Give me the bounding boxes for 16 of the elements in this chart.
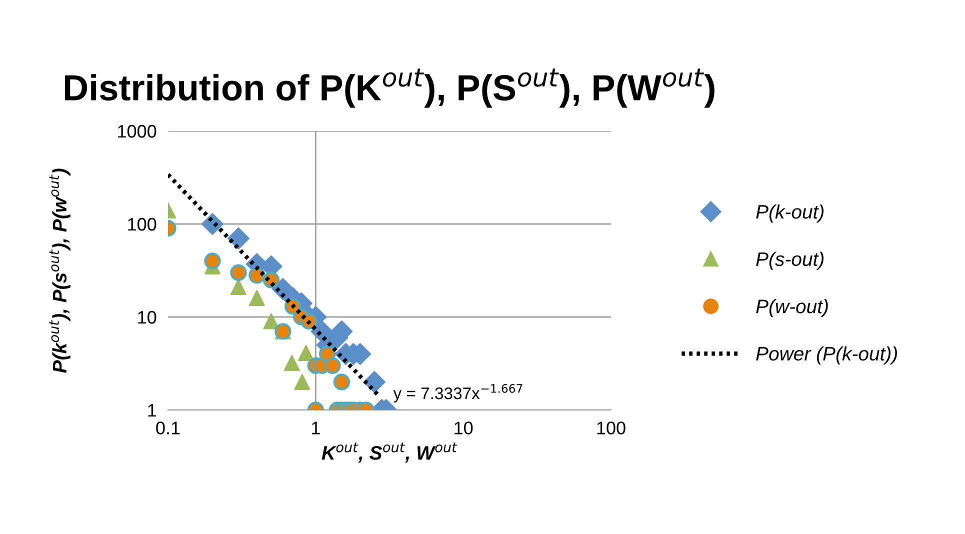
y-tick-label: 1000 — [118, 124, 156, 138]
x-tick-label: 0.1 — [156, 422, 180, 434]
chart-title: Distribution of P(K$^{out}$), P(S$^{out}$), P(W$^{out}$) — [64, 68, 714, 108]
x-axis-title: K$^{out}$, S$^{out}$, W$^{out}$ — [322, 442, 458, 463]
y-tick-label: 1 — [148, 404, 156, 417]
legend-label: Power (P(k-out)) — [756, 346, 898, 364]
y-axis-title: P(k$^{out}$), P(s$^{out}$), P(w$^{out}$) — [49, 168, 70, 373]
x-tick-label: 1 — [312, 422, 320, 434]
legend-label: P(k-out) — [756, 204, 824, 223]
y-tick-label: 100 — [128, 218, 156, 231]
x-tick-label: 100 — [597, 422, 626, 434]
legend-label: P(w-out) — [756, 299, 828, 318]
legend-label: P(s-out) — [756, 252, 824, 270]
x-tick-label: 10 — [454, 422, 473, 434]
annotation: y = 7.3337x$^{−1.667}$ — [393, 384, 522, 403]
y-tick-label: 10 — [138, 310, 156, 324]
